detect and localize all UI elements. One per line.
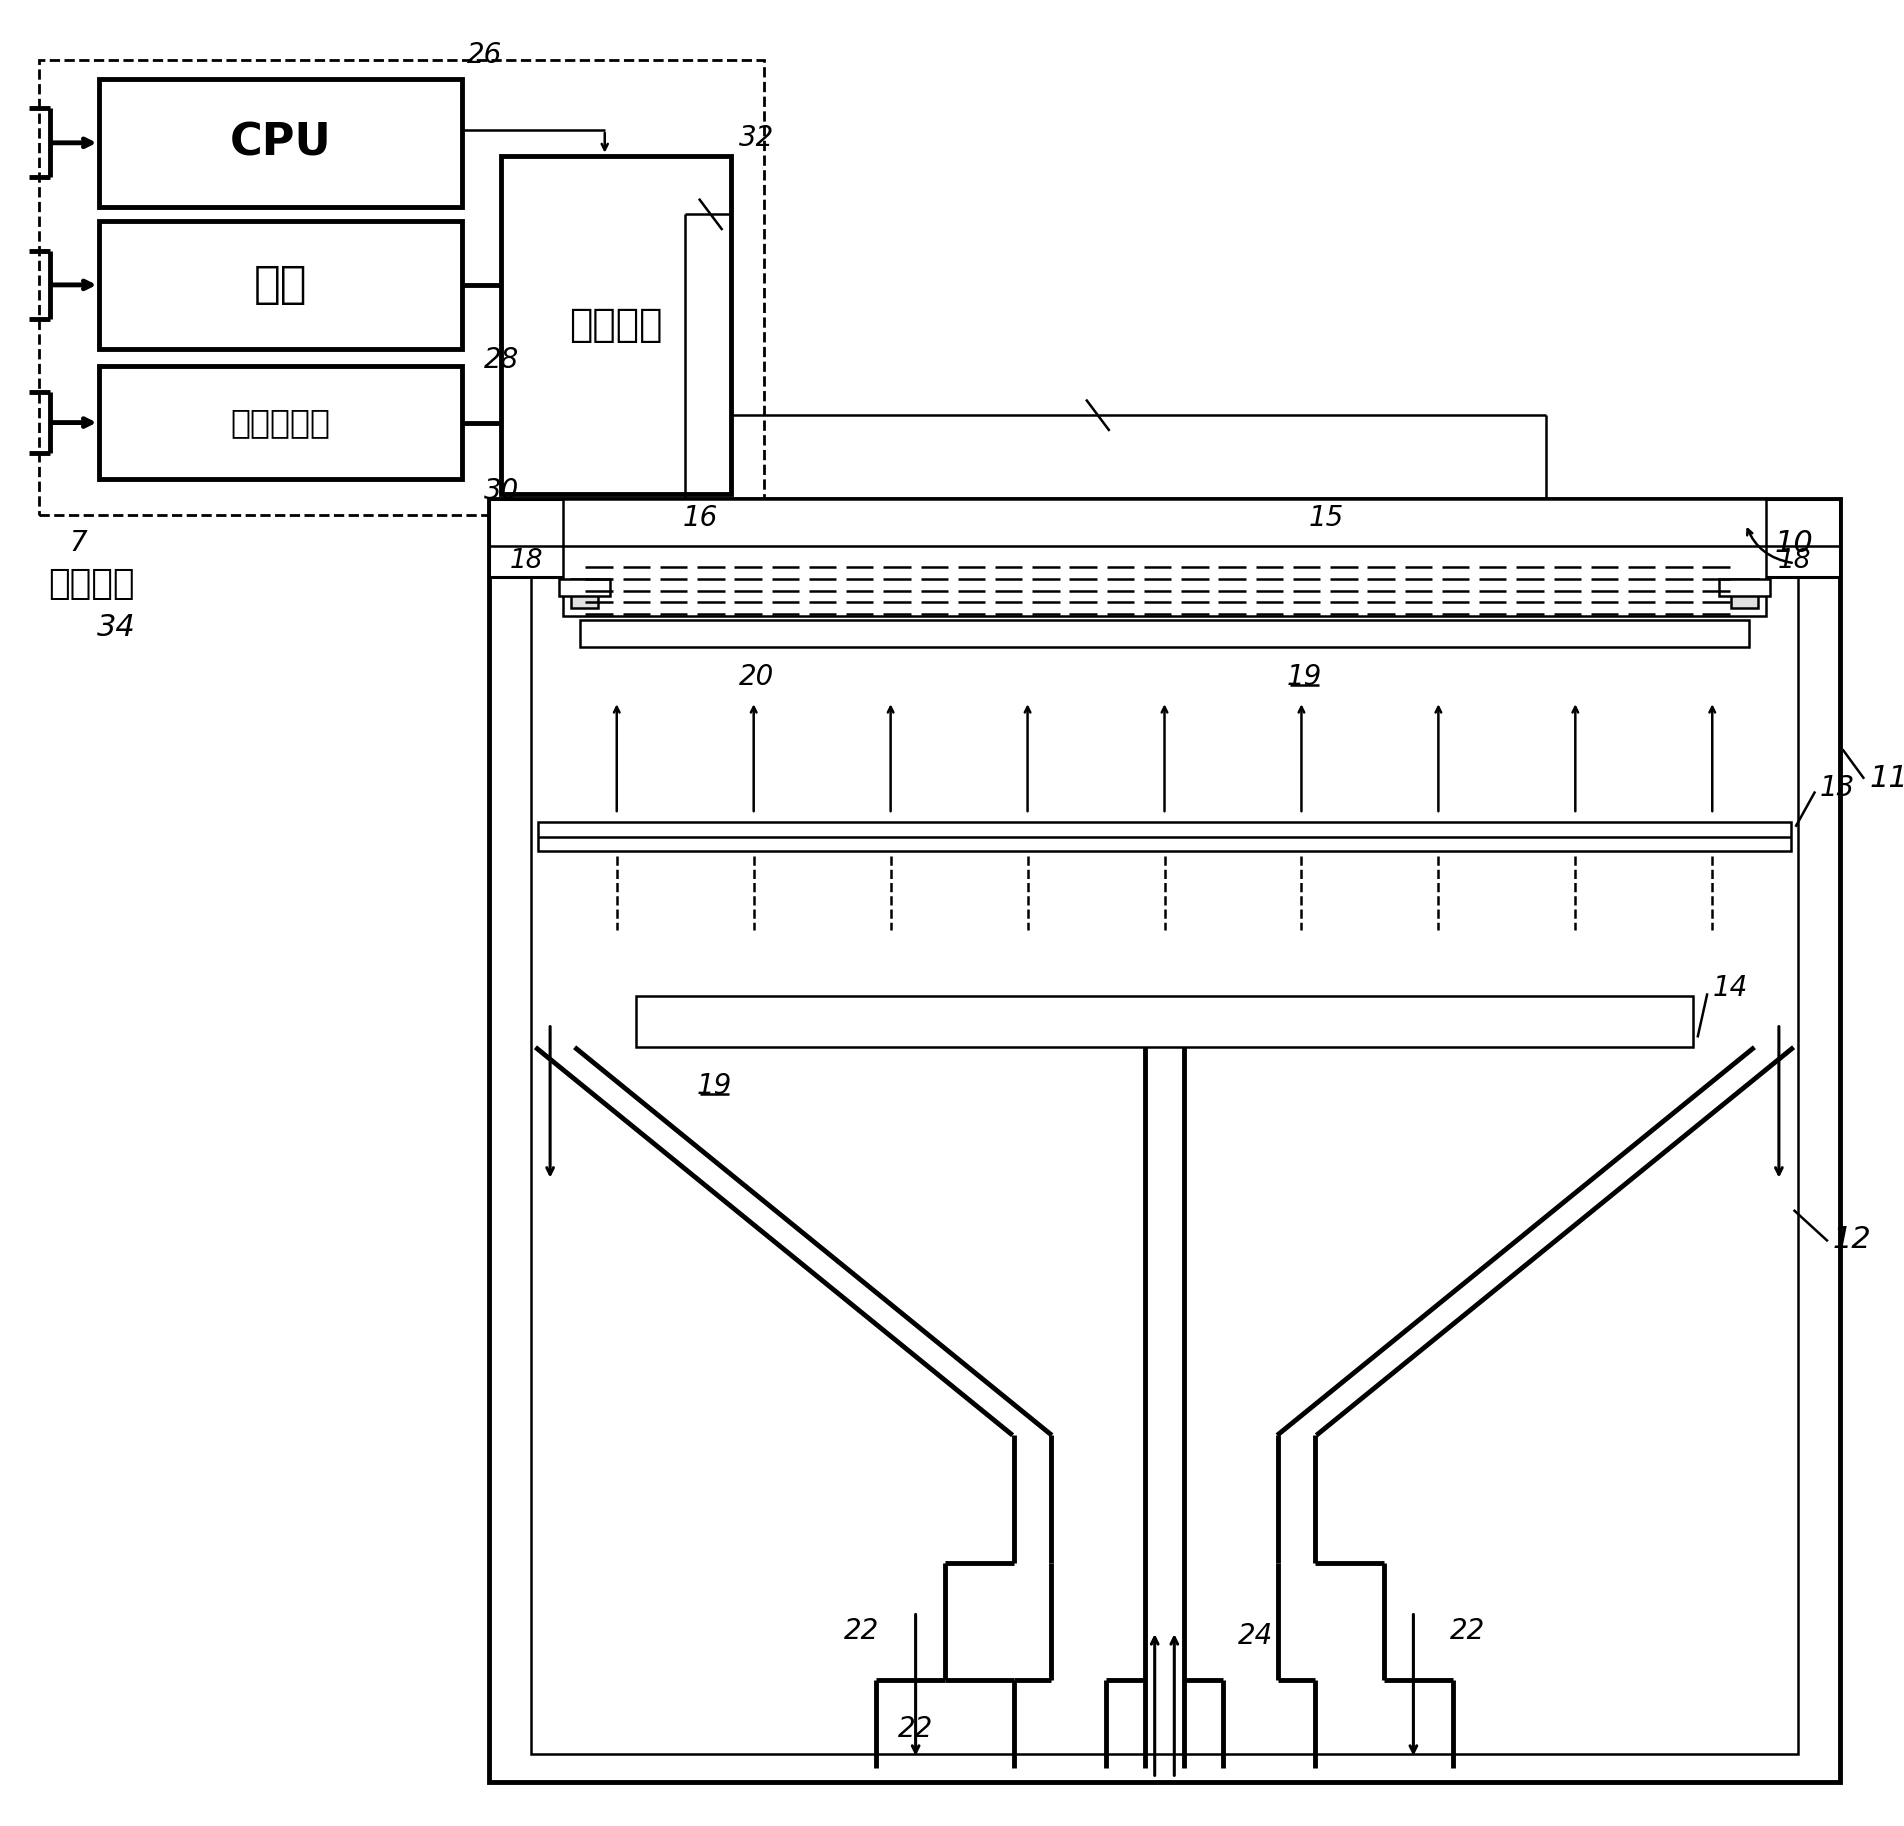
Text: 14: 14 (1712, 975, 1748, 1002)
Text: 终点传感器: 终点传感器 (230, 405, 331, 438)
Text: 16: 16 (682, 504, 718, 531)
Text: 24: 24 (1238, 1621, 1274, 1651)
Bar (489, 498, 1839, 577)
Text: 19: 19 (697, 1072, 733, 1101)
Bar (539, 822, 1790, 851)
Bar (1731, 579, 1757, 608)
Text: 32: 32 (739, 124, 775, 152)
Text: 22: 22 (843, 1618, 880, 1645)
Text: 10: 10 (1775, 530, 1815, 559)
Bar (99, 367, 463, 478)
Bar (581, 621, 1748, 648)
Bar (560, 579, 609, 597)
Text: 15: 15 (1308, 504, 1344, 531)
Bar (99, 79, 463, 206)
Text: 18: 18 (1778, 548, 1811, 573)
Text: 28: 28 (484, 347, 518, 374)
Text: 18: 18 (510, 548, 543, 573)
Text: 控制系统: 控制系统 (48, 566, 135, 601)
Text: 34: 34 (97, 614, 137, 643)
Text: 22: 22 (899, 1715, 933, 1744)
Text: 12: 12 (1834, 1225, 1872, 1254)
Text: 7: 7 (69, 528, 88, 557)
Text: 电源: 电源 (253, 263, 307, 307)
Bar (571, 579, 598, 608)
Bar (489, 498, 1839, 1782)
Text: 转换开关: 转换开关 (569, 305, 663, 343)
Text: 20: 20 (739, 663, 775, 690)
Bar (501, 155, 731, 493)
Text: 30: 30 (484, 477, 518, 504)
Bar (564, 498, 1767, 615)
Text: 26: 26 (466, 40, 503, 69)
Bar (636, 997, 1693, 1048)
Bar (1719, 579, 1771, 597)
Text: 11: 11 (1870, 765, 1904, 792)
Text: CPU: CPU (230, 121, 331, 164)
Text: 22: 22 (1449, 1618, 1485, 1645)
Bar (531, 548, 1799, 1753)
Text: 19: 19 (1287, 663, 1321, 690)
Text: 13: 13 (1820, 774, 1854, 802)
Bar (38, 60, 764, 515)
Bar (99, 221, 463, 349)
